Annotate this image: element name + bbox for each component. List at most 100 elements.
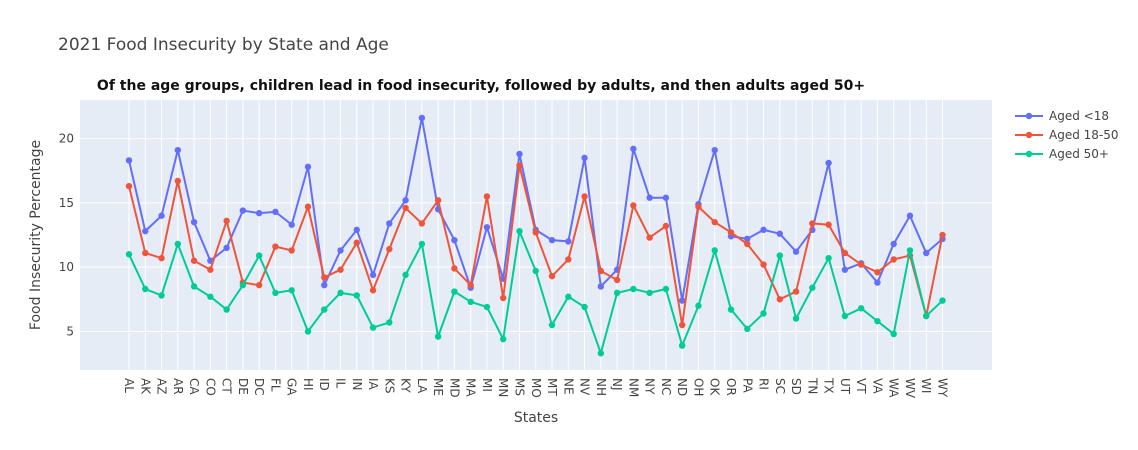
data-point[interactable] — [125, 182, 133, 190]
data-point[interactable] — [223, 217, 230, 225]
data-point[interactable] — [255, 209, 263, 217]
data-point[interactable] — [288, 221, 295, 228]
data-point[interactable] — [483, 224, 491, 231]
data-point[interactable] — [125, 157, 133, 164]
data-point[interactable] — [255, 281, 263, 289]
data-point[interactable] — [857, 261, 865, 268]
data-point[interactable] — [776, 230, 783, 237]
data-point[interactable] — [207, 293, 214, 300]
data-point[interactable] — [288, 247, 295, 254]
data-point[interactable] — [792, 315, 800, 322]
data-point[interactable] — [906, 247, 914, 254]
data-point[interactable] — [548, 236, 556, 244]
data-point[interactable] — [402, 197, 409, 204]
data-point[interactable] — [337, 247, 344, 254]
data-point[interactable] — [874, 317, 881, 325]
data-point[interactable] — [321, 274, 328, 281]
data-point[interactable] — [792, 288, 800, 295]
data-point[interactable] — [207, 266, 214, 273]
data-point[interactable] — [939, 297, 946, 304]
data-point[interactable] — [695, 203, 702, 210]
data-point[interactable] — [353, 226, 360, 234]
data-point[interactable] — [565, 238, 572, 245]
data-point[interactable] — [857, 305, 865, 312]
data-point[interactable] — [646, 289, 653, 297]
data-point[interactable] — [923, 312, 930, 320]
data-point[interactable] — [825, 159, 832, 167]
data-point[interactable] — [711, 218, 718, 226]
data-point[interactable] — [890, 330, 897, 338]
data-point[interactable] — [174, 177, 182, 185]
data-point[interactable] — [158, 212, 165, 219]
data-point[interactable] — [532, 229, 539, 236]
data-point[interactable] — [142, 285, 149, 293]
data-point[interactable] — [190, 218, 198, 226]
data-point[interactable] — [630, 202, 637, 209]
data-point[interactable] — [337, 266, 344, 273]
data-point[interactable] — [711, 247, 718, 254]
data-point[interactable] — [548, 272, 556, 280]
data-point[interactable] — [874, 279, 881, 286]
data-point[interactable] — [695, 302, 702, 309]
data-point[interactable] — [890, 256, 897, 263]
data-point[interactable] — [662, 222, 670, 230]
data-point[interactable] — [581, 193, 588, 200]
data-point[interactable] — [369, 324, 377, 331]
data-point[interactable] — [760, 310, 767, 317]
data-point[interactable] — [581, 154, 588, 162]
data-point[interactable] — [874, 269, 881, 276]
data-point[interactable] — [613, 276, 621, 284]
legend-item[interactable]: Aged 18-50 — [1015, 128, 1119, 142]
data-point[interactable] — [434, 197, 442, 204]
data-point[interactable] — [451, 236, 458, 244]
data-point[interactable] — [418, 114, 426, 122]
data-point[interactable] — [223, 244, 230, 252]
data-point[interactable] — [174, 240, 182, 248]
data-point[interactable] — [825, 221, 832, 228]
data-point[interactable] — [516, 162, 523, 169]
data-point[interactable] — [304, 328, 312, 335]
data-point[interactable] — [532, 267, 539, 275]
data-point[interactable] — [353, 292, 360, 299]
data-point[interactable] — [565, 256, 572, 263]
data-point[interactable] — [288, 287, 295, 294]
data-point[interactable] — [760, 226, 767, 234]
data-point[interactable] — [613, 289, 621, 297]
data-point[interactable] — [386, 245, 393, 253]
data-point[interactable] — [190, 283, 198, 290]
data-point[interactable] — [402, 271, 409, 279]
data-point[interactable] — [142, 227, 149, 235]
data-point[interactable] — [386, 220, 393, 227]
data-point[interactable] — [727, 306, 735, 313]
data-point[interactable] — [255, 252, 263, 259]
data-point[interactable] — [678, 321, 686, 329]
data-point[interactable] — [272, 243, 279, 250]
data-point[interactable] — [890, 240, 897, 248]
legend-item[interactable]: Aged <18 — [1015, 109, 1109, 123]
data-point[interactable] — [467, 298, 474, 306]
data-point[interactable] — [239, 207, 247, 214]
data-point[interactable] — [516, 150, 523, 158]
data-point[interactable] — [386, 319, 393, 326]
data-point[interactable] — [223, 306, 230, 313]
data-point[interactable] — [467, 281, 474, 289]
data-point[interactable] — [678, 297, 686, 304]
data-point[interactable] — [272, 289, 279, 297]
data-point[interactable] — [792, 248, 800, 255]
data-point[interactable] — [304, 203, 312, 210]
data-point[interactable] — [418, 240, 426, 248]
data-point[interactable] — [906, 212, 914, 219]
data-point[interactable] — [597, 350, 605, 357]
data-point[interactable] — [402, 204, 409, 212]
data-point[interactable] — [272, 208, 279, 216]
data-point[interactable] — [744, 235, 751, 243]
data-point[interactable] — [841, 312, 849, 320]
data-point[interactable] — [483, 303, 491, 311]
data-point[interactable] — [662, 194, 670, 201]
data-point[interactable] — [939, 231, 946, 239]
data-point[interactable] — [581, 303, 588, 311]
data-point[interactable] — [337, 289, 344, 297]
data-point[interactable] — [500, 294, 507, 302]
data-point[interactable] — [776, 252, 783, 259]
data-point[interactable] — [190, 257, 198, 264]
